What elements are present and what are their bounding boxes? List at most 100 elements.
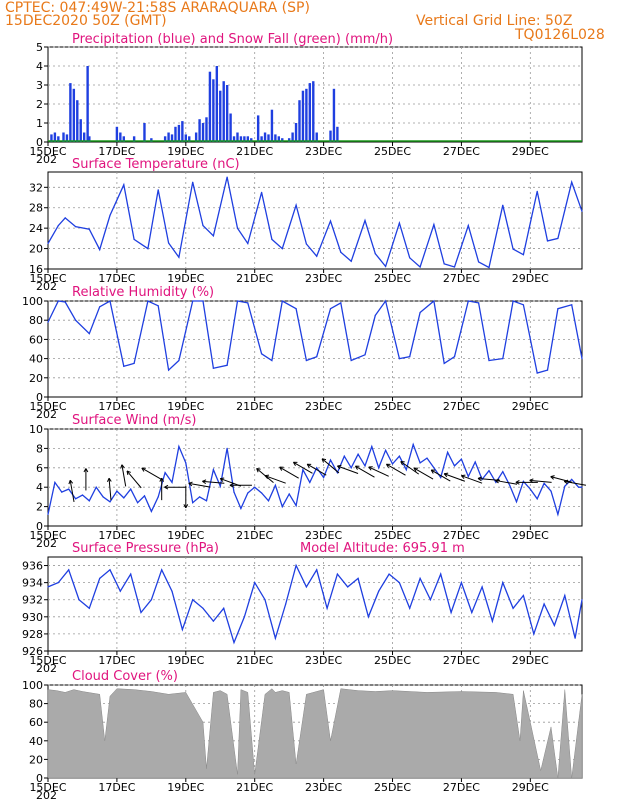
x-tick-label: 21DEC: [236, 781, 273, 794]
precip-bar: [72, 88, 76, 142]
data-point: [316, 255, 318, 257]
data-point: [274, 484, 276, 486]
data-point: [236, 300, 239, 302]
wind-arrow: [264, 474, 286, 484]
x-tick-label: 29DEC: [512, 781, 549, 794]
data-point: [264, 599, 266, 601]
data-point: [75, 319, 77, 321]
wind-arrow: [321, 458, 340, 474]
x-tick-label: 29DEC: [512, 272, 549, 285]
x-tick-label: 15DEC: [29, 781, 66, 794]
precip-bar: [270, 109, 274, 142]
wind-arrow: [120, 464, 127, 487]
y-tick-label: 60: [29, 716, 43, 729]
data-point: [267, 500, 270, 502]
x-tick-label: 25DEC: [374, 529, 411, 542]
wind-arrow: [106, 477, 112, 501]
data-point: [261, 492, 263, 494]
data-point: [471, 611, 473, 614]
precip-bar: [274, 134, 277, 142]
data-point: [571, 181, 573, 183]
data-point: [212, 620, 214, 622]
wind-arrow: [563, 479, 587, 486]
precip-bar: [294, 123, 298, 142]
data-point: [88, 333, 90, 335]
data-point: [398, 358, 400, 360]
y-tick-label: 4: [36, 481, 43, 494]
data-point: [543, 603, 545, 605]
data-point: [522, 594, 525, 597]
data-point: [502, 204, 504, 206]
wind-arrow: [126, 470, 142, 489]
data-point: [147, 300, 149, 302]
wind-arrow: [183, 485, 189, 509]
y-tick-label: 2: [36, 98, 43, 111]
data-point: [460, 458, 462, 460]
precip-bar: [132, 136, 136, 142]
x-tick-label: 25DEC: [374, 145, 411, 158]
wind-arrow: [400, 460, 420, 475]
data-point: [474, 461, 476, 463]
data-point: [378, 590, 380, 592]
data-point: [398, 455, 400, 457]
wind-arrow: [515, 479, 538, 485]
data-point: [533, 633, 535, 635]
x-tick-label: 15DEC: [29, 145, 66, 158]
data-point: [271, 238, 273, 240]
data-point: [574, 637, 576, 639]
year-fragment: 202: [36, 153, 57, 166]
date-header: 15DEC2020 50Z (GMT): [5, 13, 167, 29]
data-point: [515, 501, 518, 503]
x-tick-label: 29DEC: [512, 529, 549, 542]
precip-bar: [143, 123, 146, 142]
y-tick-label: 80: [29, 314, 43, 327]
y-tick-label: 40: [29, 735, 43, 748]
panel-frame: [47, 300, 583, 398]
data-point: [305, 586, 307, 588]
data-point: [316, 356, 318, 358]
data-point: [581, 486, 583, 488]
data-point: [178, 359, 180, 362]
x-tick-label: 25DEC: [374, 654, 411, 667]
data-point: [316, 569, 318, 571]
y-tick-label: 0: [36, 391, 43, 404]
data-point: [364, 465, 366, 467]
y-tick-label: 934: [22, 577, 43, 590]
wind-arrow: [430, 469, 451, 482]
wind-arrow: [306, 463, 327, 476]
cloud-cover-area: [47, 688, 583, 779]
data-point: [491, 620, 493, 622]
panel-frame: [47, 428, 583, 527]
x-tick-label: 15DEC: [29, 400, 66, 413]
data-point: [181, 629, 183, 631]
precip-bar: [329, 130, 332, 142]
precip-bar: [263, 132, 267, 142]
year-fragment: 202: [36, 662, 57, 675]
data-point: [168, 242, 170, 244]
year-fragment: 202: [36, 280, 57, 293]
data-point: [409, 356, 411, 358]
x-tick-label: 25DEC: [374, 400, 411, 413]
x-tick-label: 19DEC: [167, 272, 204, 285]
y-tick-label: 4: [36, 60, 43, 73]
y-tick-label: 3: [36, 79, 43, 92]
year-fragment: 202: [36, 537, 57, 550]
precip-bar: [115, 126, 119, 142]
precip-bar: [62, 132, 65, 142]
data-point: [254, 582, 256, 584]
precip-bar: [301, 90, 305, 142]
wind-arrow: [279, 466, 299, 479]
data-point: [171, 590, 173, 592]
precip-bar: [298, 100, 301, 142]
data-point: [47, 242, 49, 245]
data-point: [64, 217, 66, 219]
y-tick-label: 0: [36, 772, 43, 785]
x-tick-label: 27DEC: [443, 654, 480, 667]
data-point: [347, 586, 349, 588]
precip-bar: [65, 134, 69, 142]
data-point: [522, 480, 525, 482]
wind-arrow: [461, 474, 483, 484]
data-point: [557, 237, 559, 239]
data-point: [467, 475, 469, 478]
wind-arrow: [495, 478, 518, 485]
